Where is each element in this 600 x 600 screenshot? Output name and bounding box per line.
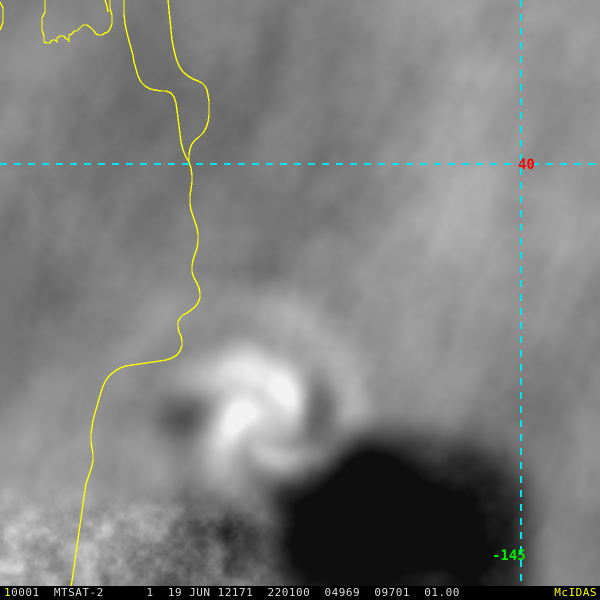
mcidas-brand-label: McIDAS xyxy=(554,586,597,599)
frame-number-label: 1 xyxy=(4,586,12,599)
image-metadata-text: 0001 MTSAT-2 1 19 JUN 12171 220100 04969… xyxy=(11,586,460,599)
status-bar: 1 0001 MTSAT-2 1 19 JUN 12171 220100 049… xyxy=(0,586,600,600)
